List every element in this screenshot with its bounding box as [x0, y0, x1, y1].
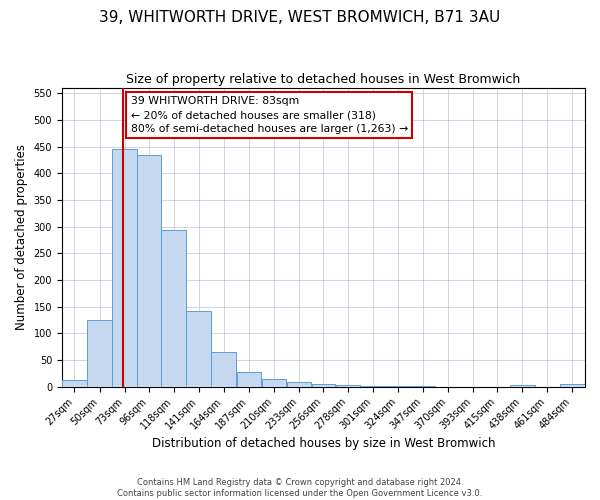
Bar: [560, 384, 585, 387]
Text: Contains HM Land Registry data © Crown copyright and database right 2024.
Contai: Contains HM Land Registry data © Crown c…: [118, 478, 482, 498]
Bar: [287, 382, 311, 387]
Bar: [361, 386, 385, 387]
Bar: [211, 352, 236, 387]
Bar: [236, 372, 261, 387]
Text: 39, WHITWORTH DRIVE, WEST BROMWICH, B71 3AU: 39, WHITWORTH DRIVE, WEST BROMWICH, B71 …: [100, 10, 500, 25]
Bar: [510, 384, 535, 387]
Bar: [335, 385, 360, 387]
Bar: [87, 320, 112, 387]
Bar: [112, 150, 137, 387]
Bar: [62, 380, 87, 387]
Bar: [312, 384, 335, 387]
Bar: [137, 154, 161, 387]
Bar: [187, 310, 211, 387]
Bar: [386, 386, 410, 387]
Title: Size of property relative to detached houses in West Bromwich: Size of property relative to detached ho…: [127, 72, 521, 86]
Text: 39 WHITWORTH DRIVE: 83sqm
← 20% of detached houses are smaller (318)
80% of semi: 39 WHITWORTH DRIVE: 83sqm ← 20% of detac…: [131, 96, 408, 134]
X-axis label: Distribution of detached houses by size in West Bromwich: Distribution of detached houses by size …: [152, 437, 495, 450]
Bar: [262, 380, 286, 387]
Y-axis label: Number of detached properties: Number of detached properties: [15, 144, 28, 330]
Bar: [161, 230, 186, 387]
Bar: [411, 386, 436, 387]
